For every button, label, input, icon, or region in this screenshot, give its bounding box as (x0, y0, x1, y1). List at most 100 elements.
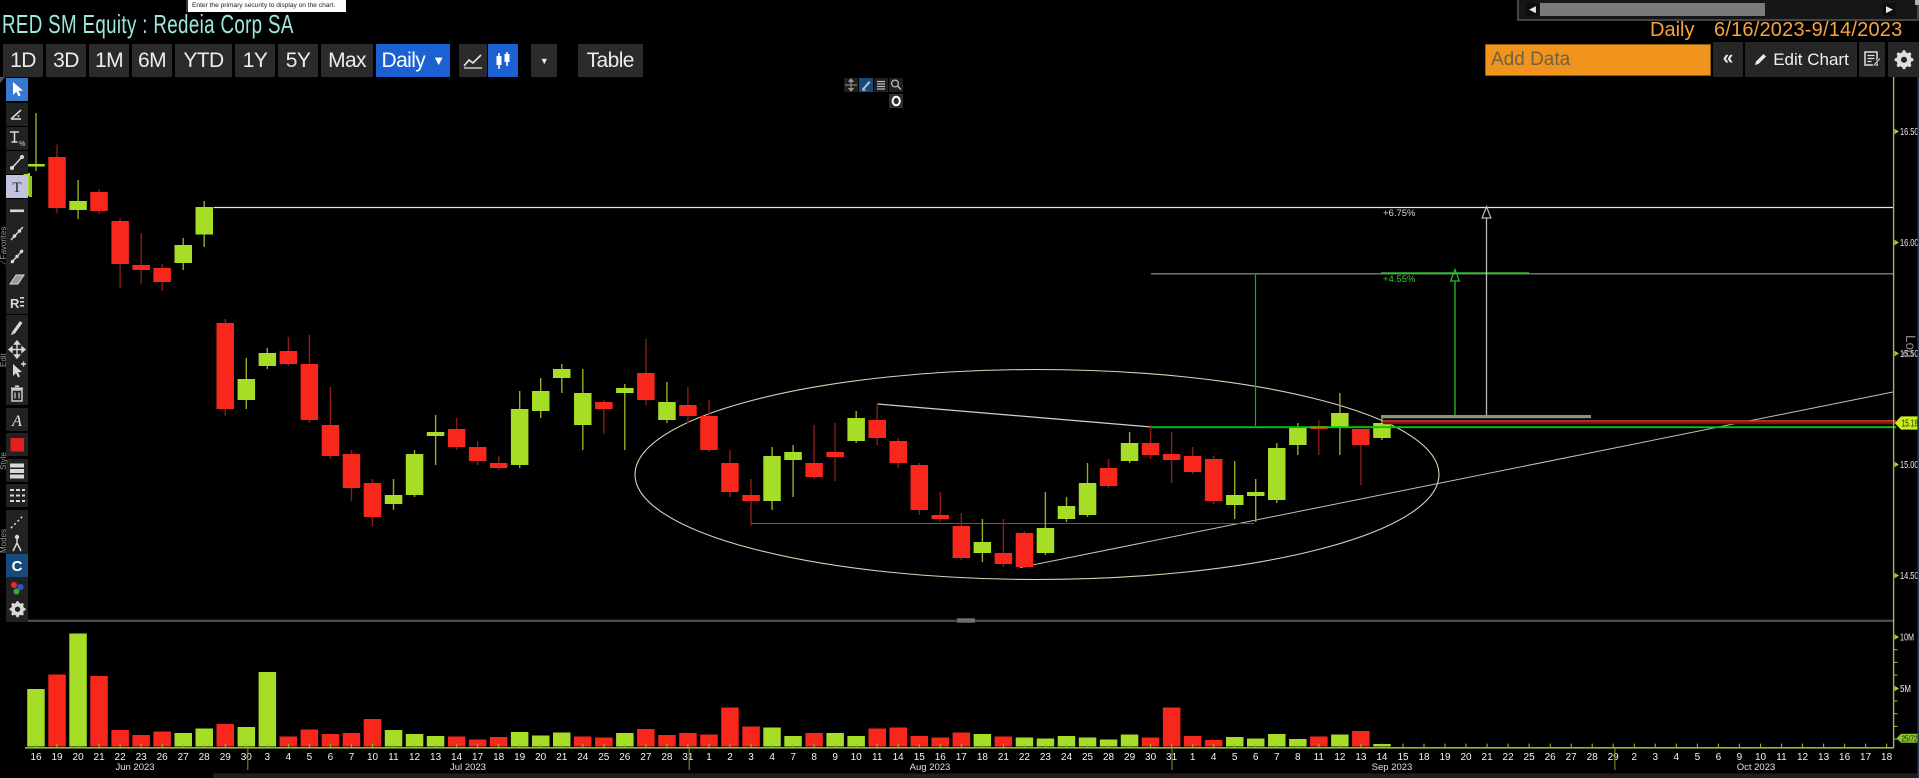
svg-text:16.00: 16.00 (1900, 237, 1919, 249)
svg-text:T: T (12, 180, 21, 196)
svg-text:29: 29 (220, 752, 232, 763)
svg-text:2: 2 (727, 752, 733, 763)
svg-text:22: 22 (1503, 752, 1515, 763)
svg-text:Aug 2023: Aug 2023 (910, 762, 951, 773)
svg-text:12: 12 (409, 752, 421, 763)
svg-text:22: 22 (115, 752, 127, 763)
svg-text:23: 23 (136, 752, 148, 763)
svg-text:15.18: 15.18 (1902, 419, 1919, 430)
svg-text:Log: Log (1903, 335, 1918, 358)
svg-text:4: 4 (286, 752, 292, 763)
svg-text:16.50: 16.50 (1900, 126, 1919, 138)
svg-text:+4.55%: +4.55% (1383, 274, 1416, 285)
svg-text:30: 30 (241, 752, 253, 763)
svg-text:7: 7 (349, 752, 355, 763)
svg-text:3: 3 (1653, 752, 1659, 763)
svg-text:14: 14 (1376, 752, 1388, 763)
svg-text:26: 26 (619, 752, 631, 763)
svg-text:Sep 2023: Sep 2023 (1372, 762, 1413, 773)
svg-text:14: 14 (451, 752, 463, 763)
svg-text:10: 10 (1755, 752, 1767, 763)
svg-text:27: 27 (640, 752, 652, 763)
svg-text:26: 26 (157, 752, 169, 763)
svg-text:20: 20 (1460, 752, 1472, 763)
svg-text:20: 20 (73, 752, 85, 763)
svg-text:6: 6 (1716, 752, 1722, 763)
svg-text:7: 7 (1274, 752, 1280, 763)
svg-text:3: 3 (265, 752, 271, 763)
svg-text:11: 11 (1314, 752, 1325, 763)
svg-text:16: 16 (30, 752, 42, 763)
svg-text:8: 8 (1295, 752, 1301, 763)
svg-text:5: 5 (1695, 752, 1701, 763)
svg-text:10M: 10M (1900, 633, 1914, 644)
svg-text:18: 18 (1881, 752, 1893, 763)
svg-text:25: 25 (598, 752, 610, 763)
svg-text:6: 6 (328, 752, 334, 763)
svg-text:Oct 2023: Oct 2023 (1737, 762, 1776, 773)
svg-text:Jun 2023: Jun 2023 (115, 762, 154, 773)
svg-text:13: 13 (1818, 752, 1830, 763)
svg-text:14.50: 14.50 (1900, 570, 1919, 582)
svg-text:21: 21 (94, 752, 106, 763)
svg-text:10: 10 (367, 752, 379, 763)
svg-text:21: 21 (1482, 752, 1494, 763)
svg-text:Jul 2023: Jul 2023 (450, 762, 486, 773)
svg-text:A: A (11, 413, 22, 430)
svg-text:24: 24 (1061, 752, 1073, 763)
svg-text:28: 28 (1103, 752, 1115, 763)
svg-text:12: 12 (1334, 752, 1346, 763)
svg-text:15.00: 15.00 (1900, 459, 1919, 471)
svg-text:26: 26 (1545, 752, 1557, 763)
svg-text:15: 15 (914, 752, 926, 763)
svg-text:28: 28 (661, 752, 673, 763)
svg-text:5M: 5M (1900, 684, 1911, 695)
svg-text:12: 12 (1797, 752, 1809, 763)
svg-text:17: 17 (956, 752, 968, 763)
svg-text:13: 13 (430, 752, 442, 763)
svg-text:10: 10 (851, 752, 863, 763)
svg-text:+6.75%: +6.75% (1383, 208, 1416, 219)
svg-text:11: 11 (1776, 752, 1787, 763)
svg-text:1: 1 (1190, 752, 1196, 763)
svg-text:19: 19 (514, 752, 526, 763)
svg-text:13: 13 (1355, 752, 1367, 763)
svg-text:16: 16 (1839, 752, 1851, 763)
svg-text:29: 29 (1608, 752, 1620, 763)
svg-text:4: 4 (769, 752, 775, 763)
svg-text:%: % (19, 141, 25, 148)
svg-text:7: 7 (790, 752, 796, 763)
svg-text:22: 22 (1019, 752, 1031, 763)
svg-text:27: 27 (1566, 752, 1578, 763)
svg-text:3: 3 (748, 752, 754, 763)
svg-text:25: 25 (1524, 752, 1536, 763)
svg-text:17: 17 (472, 752, 484, 763)
svg-text:6: 6 (1253, 752, 1259, 763)
svg-text:9: 9 (1737, 752, 1743, 763)
svg-text:25: 25 (1082, 752, 1094, 763)
svg-text:24: 24 (577, 752, 589, 763)
svg-text:2: 2 (1632, 752, 1638, 763)
svg-text:4: 4 (1674, 752, 1680, 763)
svg-text:4: 4 (1211, 752, 1217, 763)
svg-text:8: 8 (811, 752, 817, 763)
svg-text:R: R (10, 296, 20, 311)
svg-text:18: 18 (977, 752, 989, 763)
svg-text:11: 11 (872, 752, 883, 763)
svg-text:1: 1 (706, 752, 712, 763)
svg-text:9: 9 (832, 752, 838, 763)
svg-text:28: 28 (1587, 752, 1599, 763)
svg-text:21: 21 (556, 752, 568, 763)
svg-text:30: 30 (1145, 752, 1157, 763)
svg-text:25/72: 25/72 (1902, 734, 1918, 743)
svg-text:15: 15 (1397, 752, 1409, 763)
svg-text:C: C (12, 558, 23, 575)
svg-text:18: 18 (493, 752, 505, 763)
svg-text:15.50: 15.50 (1900, 348, 1919, 360)
svg-text:19: 19 (1439, 752, 1451, 763)
svg-text:27: 27 (178, 752, 190, 763)
svg-text:5: 5 (1232, 752, 1238, 763)
svg-text:14: 14 (893, 752, 905, 763)
svg-text:18: 18 (1418, 752, 1430, 763)
svg-text:28: 28 (199, 752, 211, 763)
